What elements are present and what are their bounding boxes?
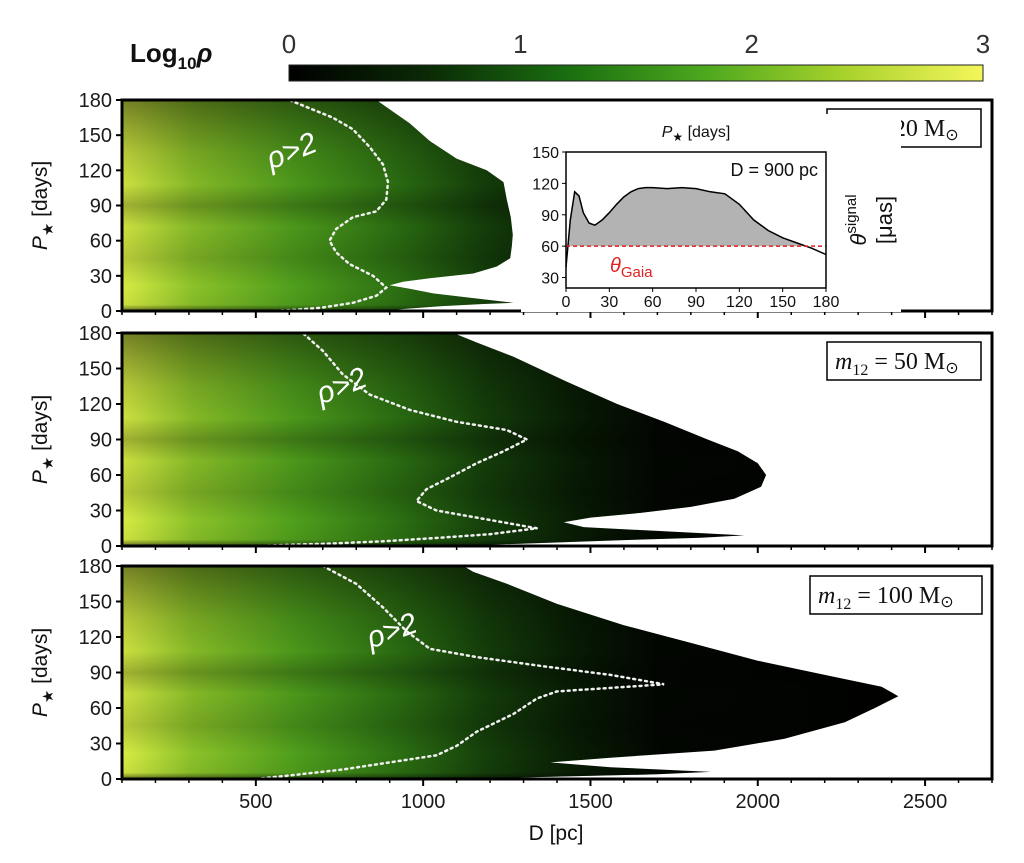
colorbar-ticks: 0 1 2 3 [282,29,990,59]
inset-x-tick-label: 90 [687,294,705,311]
mass-label-text: m12 = 100 M⊙ [818,583,954,613]
inset-x-tick-label: 0 [562,294,571,311]
y-tick-label: 60 [90,698,112,720]
inset-y-axis-label: θsignal [843,194,871,245]
y-tick-label: 180 [79,323,112,345]
x-tick-label: 500 [239,791,272,813]
y-tick-label: 150 [79,592,112,614]
x-tick-label: 2000 [736,791,781,813]
mass-label: m12 = 50 M⊙ [826,341,982,381]
y-tick-label: 150 [79,359,112,381]
colorbar-tick-label: 0 [282,29,296,59]
rho2-contour [254,331,538,548]
colorbar-label: Log10ρ [130,38,212,73]
gaia-threshold-label: θGaia [610,255,653,281]
y-tick-label: 120 [79,394,112,416]
x-axis-label: D [pc] [529,822,584,845]
y-tick-label: 90 [90,430,112,452]
inset-x-tick-label: 120 [726,294,753,311]
inset-x-tick-label: 180 [813,294,840,311]
y-tick-label: 60 [90,465,112,487]
inset-y-tick-label: 150 [532,145,559,162]
y-tick-label: 90 [90,196,112,218]
y-tick-label: 30 [90,501,112,523]
y-axis-label: P★ [days] [29,161,57,250]
mass-label-text: m12 = 50 M⊙ [835,349,959,379]
colorbar-tick-label: 1 [513,29,527,59]
inset-distance-annotation: D = 900 pc [730,160,818,180]
y-tick-label: 120 [79,160,112,182]
x-tick-label: 2500 [903,791,948,813]
y-tick-label: 90 [90,663,112,685]
mass-label-box [826,341,982,381]
inset-curve [565,186,827,268]
inset-x-tick-label: 60 [644,294,662,311]
y-tick-label: 0 [101,536,112,558]
inset-y-tick-label: 120 [532,176,559,193]
colorbar-tick-label: 3 [976,29,990,59]
inset-x-tick-label: 150 [769,294,796,311]
inset-y-tick-label: 60 [541,239,559,256]
inset-area [567,187,806,247]
y-tick-label: 0 [101,301,112,323]
rho2-contour [254,564,665,781]
y-tick-label: 180 [79,556,112,578]
colorbar [288,64,984,82]
inset-x-tick-label: 30 [600,294,618,311]
inset-y-tick-label: 30 [541,271,559,288]
colorbar-tick-label: 2 [744,29,758,59]
y-tick-label: 120 [79,627,112,649]
y-tick-label: 0 [101,769,112,791]
y-tick-label: 30 [90,734,112,756]
x-tick-label: 1500 [568,791,613,813]
inset-y-tick-label: 90 [541,208,559,225]
y-tick-label: 150 [79,125,112,147]
y-tick-label: 60 [90,231,112,253]
y-axis-label: P★ [days] [29,628,57,717]
inset-y-axis-unit: [μas] [872,196,897,244]
x-tick-label: 1000 [401,791,446,813]
inset-title: P★ [days] [662,124,731,144]
rho2-contour [267,98,390,313]
y-tick-label: 30 [90,266,112,288]
mass-label-box [809,575,983,615]
y-tick-label: 180 [79,90,112,112]
y-axis-label: P★ [days] [29,395,57,484]
mass-label: m12 = 100 M⊙ [809,575,983,615]
x-tick-labels: 500 1000 1500 2000 2500 [239,791,947,813]
